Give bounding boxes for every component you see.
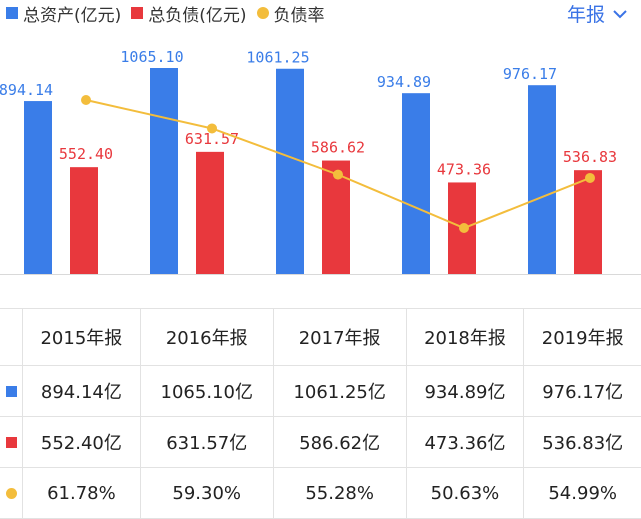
legend-item-liabilities[interactable]: 总负债(亿元) [131, 1, 247, 26]
row-marker-cell [0, 416, 23, 468]
table-header-cell: 2018年报 [405, 308, 525, 366]
table-header-cell: 2017年报 [272, 308, 407, 366]
table-header-cell: 2016年报 [139, 308, 274, 366]
bar-liabilities [196, 151, 224, 274]
legend-marker-assets [6, 7, 18, 19]
data-label-assets: 894.14 [0, 81, 53, 99]
chevron-down-icon [613, 2, 627, 24]
data-label-assets: 1061.25 [246, 49, 309, 67]
bar-assets [24, 101, 52, 274]
legend-label-assets: 总资产(亿元) [23, 5, 122, 26]
table-cell: 536.83亿 [523, 416, 641, 468]
point-ratio [459, 223, 469, 233]
table-row-liabilities: 552.40亿 631.57亿 586.62亿 473.36亿 536.83亿 [0, 416, 641, 468]
table-corner-cell [0, 308, 23, 366]
bar-assets [528, 85, 556, 275]
table-cell: 976.17亿 [523, 365, 641, 417]
row-marker-cell [0, 365, 23, 417]
table-cell: 894.14亿 [22, 365, 141, 417]
bar-assets [402, 93, 430, 274]
table-cell: 61.78% [22, 467, 141, 519]
point-ratio [585, 172, 595, 183]
table-cell: 50.63% [405, 467, 525, 519]
data-label-assets: 976.17 [503, 65, 557, 83]
table-cell: 473.36亿 [405, 416, 525, 468]
liabilities-marker [5, 436, 17, 448]
table-header-cell: 2015年报 [22, 308, 141, 366]
table-header-row: 2015年报 2016年报 2017年报 2018年报 2019年报 [0, 308, 641, 366]
chart-legend: 总资产(亿元) 总负债(亿元) 负债率 [6, 0, 335, 26]
data-label-liabilities: 473.36 [437, 160, 491, 178]
table-cell: 55.28% [272, 467, 407, 519]
data-label-assets: 934.89 [377, 73, 431, 91]
table-cell: 552.40亿 [22, 416, 141, 468]
row-marker-cell [0, 467, 23, 519]
legend-item-assets[interactable]: 总资产(亿元) [6, 1, 121, 26]
point-ratio [81, 95, 91, 105]
legend-label-ratio: 负债率 [273, 5, 325, 26]
table-row-ratio: 61.78% 59.30% 55.28% 50.63% 54.99% [0, 467, 641, 519]
ratio-marker [5, 487, 17, 499]
data-label-liabilities: 586.62 [311, 139, 365, 157]
table-cell: 934.89亿 [405, 365, 525, 417]
bar-assets [276, 68, 304, 274]
point-ratio [333, 169, 343, 180]
legend-marker-liabilities [131, 7, 144, 19]
table-cell: 631.57亿 [139, 416, 274, 468]
table-cell: 586.62亿 [272, 416, 407, 468]
assets-marker [5, 385, 17, 397]
bar-liabilities [70, 167, 98, 274]
table-row-assets: 894.14亿 1065.10亿 1061.25亿 934.89亿 976.17… [0, 365, 641, 417]
table-cell: 1065.10亿 [139, 365, 274, 417]
legend-label-liabilities: 总负债(亿元) [148, 5, 247, 26]
point-ratio [207, 123, 217, 134]
table-cell: 59.30% [139, 467, 274, 519]
data-table: 2015年报 2016年报 2017年报 2018年报 2019年报 894.1… [0, 308, 641, 519]
legend-item-ratio[interactable]: 负债率 [256, 1, 325, 26]
table-cell: 1061.25亿 [272, 365, 407, 417]
data-label-liabilities: 536.83 [563, 148, 617, 166]
table-header-cell: 2019年报 [523, 308, 641, 366]
table-cell: 54.99% [523, 467, 641, 519]
bar-line-chart: 894.14552.401065.10631.571061.25586.6293… [0, 48, 641, 275]
legend-marker-ratio [256, 7, 269, 19]
data-label-liabilities: 552.40 [59, 145, 113, 163]
bar-liabilities [574, 170, 602, 274]
data-label-assets: 1065.10 [120, 48, 183, 66]
bar-assets [150, 68, 178, 274]
period-selector-label: 年报 [566, 3, 605, 26]
bar-liabilities [322, 160, 350, 274]
period-selector[interactable]: 年报 [567, 0, 627, 26]
